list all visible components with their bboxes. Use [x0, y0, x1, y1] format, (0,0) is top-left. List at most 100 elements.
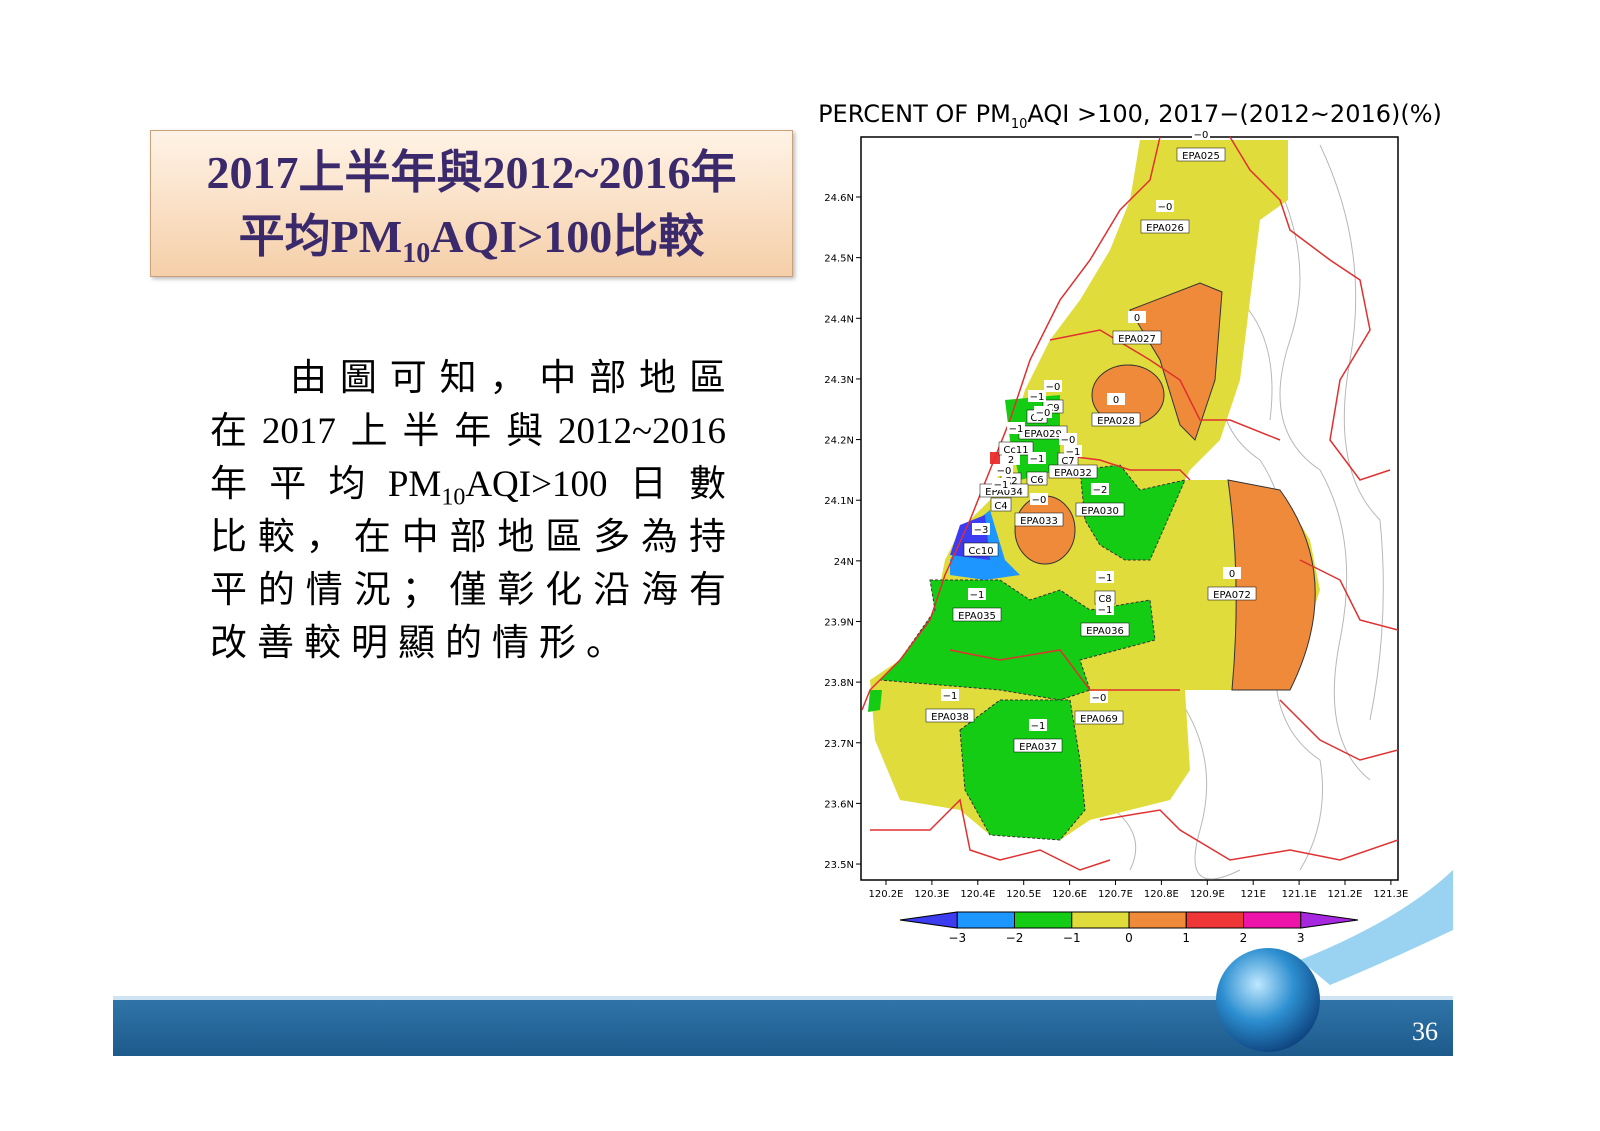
- station-value: −3: [974, 525, 989, 536]
- station-name: C7: [1061, 456, 1074, 467]
- station-value-box: [1128, 311, 1146, 323]
- body-line: 年平均PM10AQI>100日數: [210, 458, 726, 511]
- station-name: EPA035: [958, 611, 996, 622]
- body-text-segment: 比較，在中部地區多為持: [210, 517, 726, 558]
- colorbar-label: 0: [1125, 931, 1133, 945]
- station-label-box: [1074, 710, 1124, 725]
- station-name: EPA069: [1080, 714, 1118, 725]
- colorbar-label: 2: [1240, 931, 1248, 945]
- station-label-box: [1013, 738, 1063, 753]
- station-name: Cc11: [1003, 445, 1028, 456]
- body-line: 比較，在中部地區多為持: [210, 511, 726, 564]
- station-name: EPA038: [931, 712, 969, 723]
- y-tick-label: 24.4N: [824, 314, 854, 325]
- station-value: −0: [1046, 382, 1061, 393]
- station-value: −1: [1098, 573, 1113, 584]
- station-name: C8: [1098, 594, 1111, 605]
- x-tick-label: 120.5E: [1006, 889, 1041, 900]
- station-name: C5: [1030, 413, 1043, 424]
- station-value: −1: [970, 590, 985, 601]
- station-value-box: [995, 464, 1013, 476]
- station-value-box: [1091, 483, 1109, 495]
- station-value-box: [1044, 380, 1062, 392]
- station-value: −1: [994, 480, 1009, 491]
- station-label-box: [1140, 219, 1190, 234]
- body-line: 在2017上半年與2012~2016: [210, 405, 726, 458]
- title-line: 2017上半年與2012~2016年: [206, 147, 737, 198]
- station-label-box: [1014, 512, 1064, 527]
- station-value-box: [1007, 422, 1025, 434]
- station-label-box: [1091, 412, 1141, 427]
- body-text-segment: 由圖可知，中部地區: [290, 358, 726, 399]
- x-tick-label: 120.4E: [960, 889, 995, 900]
- body-text: 由圖可知，中部地區在2017上半年與2012~2016 年平均PM10AQI>10…: [210, 352, 726, 670]
- y-tick-label: 23.6N: [824, 799, 854, 810]
- station-name: EPA037: [1019, 742, 1057, 753]
- x-tick-label: 120.7E: [1098, 889, 1133, 900]
- station-name: C9: [1046, 403, 1059, 414]
- contour-green: [868, 690, 882, 712]
- station-value-box: [1030, 493, 1048, 505]
- colorbar-label: −1: [1063, 931, 1081, 945]
- title-text: AQI>100比較: [430, 211, 705, 262]
- station-name: C4: [994, 501, 1007, 512]
- title-box: 2017上半年與2012~2016年 平均PM10AQI>100比較: [150, 130, 793, 277]
- colorbar-arrow: [1300, 911, 1359, 929]
- colorbar-box: [1071, 911, 1130, 929]
- map-title: PERCENT OF PM10AQI >100, 2017−(2012~2016…: [818, 100, 1442, 132]
- station-label-box: [1026, 471, 1048, 486]
- station-name: EPA026: [1146, 223, 1184, 234]
- body-text-segment: 年平均PM: [210, 464, 442, 505]
- station-value: 0: [1113, 395, 1119, 406]
- station-name: EPA034: [985, 487, 1023, 498]
- station-label-box: [1048, 464, 1098, 479]
- station-name: EPA025: [1182, 151, 1220, 162]
- station-label-box: [925, 708, 975, 723]
- station-value-box: [1096, 571, 1114, 583]
- station-name: EPA032: [1054, 468, 1092, 479]
- station-name: EPA036: [1086, 626, 1124, 637]
- station-label-box: [1112, 330, 1162, 345]
- footer-line: [113, 996, 1453, 1000]
- station-value-box: [1002, 453, 1020, 465]
- station-value-box: [1028, 452, 1046, 464]
- station-value-box: [1059, 433, 1077, 445]
- station-value: −1: [1098, 605, 1113, 616]
- x-tick-label: 121.2E: [1328, 889, 1363, 900]
- station-value: −1: [1030, 392, 1045, 403]
- subscript: 10: [1011, 117, 1028, 132]
- colorbar-box: [1243, 911, 1302, 929]
- station-value-box: [1029, 719, 1047, 731]
- contour-orange: [1227, 479, 1316, 691]
- station-value: 0: [1134, 313, 1140, 324]
- y-tick-label: 24N: [834, 557, 854, 568]
- station-name: Cc10: [968, 546, 993, 557]
- x-tick-label: 121E: [1240, 889, 1265, 900]
- colorbar-box: [1185, 911, 1244, 929]
- logo-swoosh: [1300, 870, 1453, 985]
- map-title-segment: PERCENT OF PM: [818, 100, 1011, 128]
- station-name: EPA029: [1024, 429, 1062, 440]
- station-label-box: [952, 607, 1002, 622]
- body-text-segment: 改善較明顯的情形。: [210, 623, 633, 664]
- x-tick-label: 120.8E: [1144, 889, 1179, 900]
- x-tick-label: 120.9E: [1190, 889, 1225, 900]
- station-name: C2: [1004, 476, 1017, 487]
- station-value-box: [968, 588, 986, 600]
- station-value-box: [941, 689, 959, 701]
- x-tick-label: 121.1E: [1282, 889, 1317, 900]
- map: [860, 136, 1399, 881]
- station-value: −0: [1158, 202, 1173, 213]
- colorbar-label: −2: [1006, 931, 1024, 945]
- station-value: −2: [1093, 485, 1108, 496]
- station-value: −0: [1032, 495, 1047, 506]
- body-line: 由圖可知，中部地區: [210, 352, 726, 405]
- colorbar-label: 3: [1297, 931, 1305, 945]
- y-tick-label: 24.6N: [824, 193, 854, 204]
- contour-green: [959, 699, 1086, 841]
- colorbar-box: [956, 911, 1015, 929]
- body-line: 改善較明顯的情形。: [210, 617, 726, 670]
- colorbar-box: [1128, 911, 1187, 929]
